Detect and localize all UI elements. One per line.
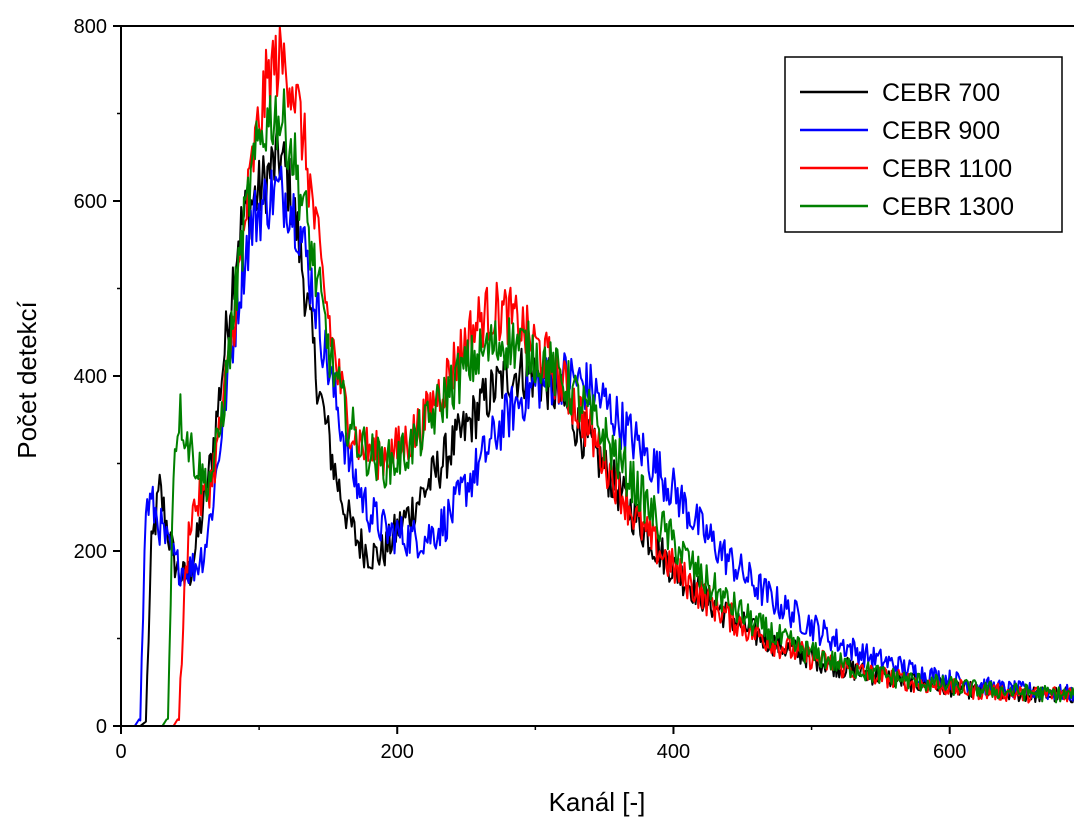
- x-tick-label: 400: [657, 741, 690, 763]
- y-tick-label: 400: [74, 366, 107, 388]
- y-tick-label: 600: [74, 191, 107, 213]
- legend-label: CEBR 900: [882, 117, 1000, 145]
- legend: CEBR 700 CEBR 900 CEBR 1100 CEBR 1300: [784, 56, 1063, 233]
- x-tick-label: 0: [115, 741, 126, 763]
- legend-label: CEBR 700: [882, 79, 1000, 107]
- series-line-4: [121, 88, 1074, 725]
- series-line-2: [121, 165, 1074, 725]
- y-tick-label: 800: [74, 16, 107, 38]
- y-axis-title: Počet detekcí: [12, 300, 42, 458]
- ticks-layer: 0 200 400 600 0 200 400 600 800: [74, 16, 967, 763]
- x-axis-title: Kanál [-]: [549, 787, 646, 817]
- x-tick-label: 200: [381, 741, 414, 763]
- legend-label: CEBR 1300: [882, 193, 1014, 221]
- legend-box: [784, 56, 1063, 233]
- x-tick-label: 600: [933, 741, 966, 763]
- y-tick-label: 200: [74, 541, 107, 563]
- y-tick-label: 0: [96, 716, 107, 738]
- legend-label: CEBR 1100: [882, 155, 1012, 183]
